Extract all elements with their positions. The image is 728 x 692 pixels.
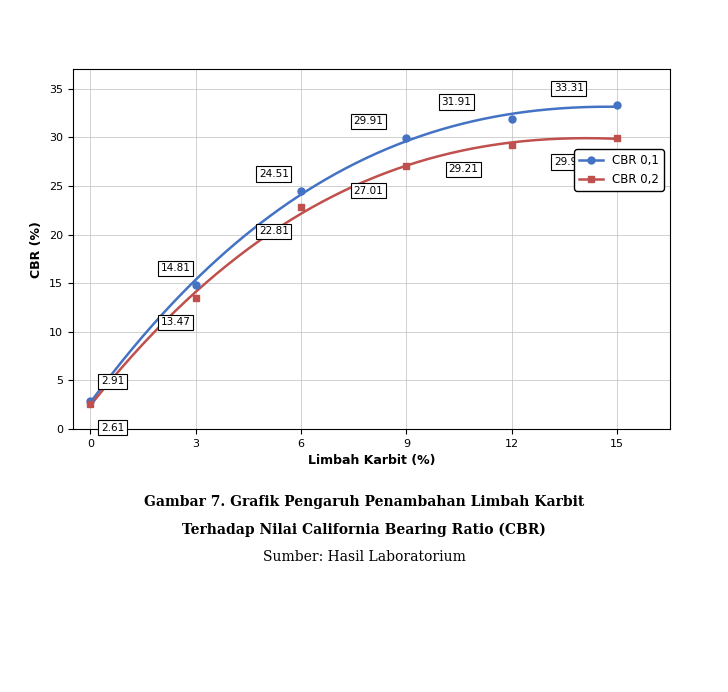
- Text: 13.47: 13.47: [161, 317, 191, 327]
- Text: 2.61: 2.61: [101, 423, 124, 432]
- Y-axis label: CBR (%): CBR (%): [31, 221, 44, 277]
- Legend: CBR 0,1, CBR 0,2: CBR 0,1, CBR 0,2: [574, 149, 664, 190]
- Text: Terhadap Nilai California Bearing Ratio (CBR): Terhadap Nilai California Bearing Ratio …: [182, 522, 546, 537]
- Text: Sumber: Hasil Laboratorium: Sumber: Hasil Laboratorium: [263, 550, 465, 564]
- Text: 31.91: 31.91: [441, 97, 472, 107]
- Text: 22.81: 22.81: [259, 226, 289, 237]
- Text: 29.95: 29.95: [554, 157, 584, 167]
- Text: 29.21: 29.21: [448, 164, 478, 174]
- Text: 14.81: 14.81: [161, 264, 191, 273]
- Text: 29.91: 29.91: [354, 116, 384, 127]
- Text: 2.91: 2.91: [101, 376, 124, 386]
- Text: 27.01: 27.01: [354, 185, 384, 196]
- Text: 24.51: 24.51: [259, 169, 289, 179]
- Text: Gambar 7. Grafik Pengaruh Penambahan Limbah Karbit: Gambar 7. Grafik Pengaruh Penambahan Lim…: [144, 495, 584, 509]
- X-axis label: Limbah Karbit (%): Limbah Karbit (%): [307, 455, 435, 467]
- Text: 33.31: 33.31: [554, 84, 584, 93]
